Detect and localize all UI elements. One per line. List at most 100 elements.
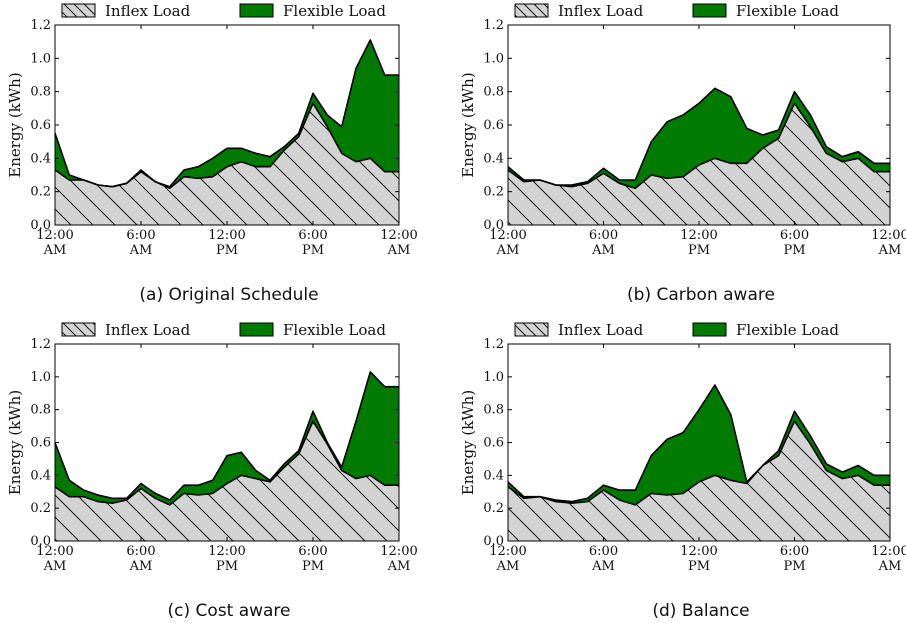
panel1-ytick-label: 0.4 xyxy=(30,151,51,166)
panel4-legend-flexible-label: Flexible Load xyxy=(736,321,839,339)
panel1-caption: (a) Original Schedule xyxy=(139,285,318,305)
panel1-xtick-sublabel: PM xyxy=(302,243,324,258)
panel2-xtick-sublabel: PM xyxy=(783,243,805,258)
panel4-xtick-label: 12:00 xyxy=(680,544,717,559)
panel1-xtick-label: 6:00 xyxy=(126,228,155,243)
panel3: 0.00.20.40.60.81.01.212:00AM6:00AM12:00P… xyxy=(6,321,418,621)
panel4-ylabel: Energy (kWh) xyxy=(459,390,477,495)
panel2-ytick-label: 1.2 xyxy=(483,18,504,33)
panel2-xtick-sublabel: AM xyxy=(591,243,615,258)
panel1-ytick-label: 0.8 xyxy=(30,85,51,100)
panel2-xtick-sublabel: PM xyxy=(688,243,710,258)
panel1-total-line xyxy=(54,39,399,188)
panel3-xtick-label: 12:00 xyxy=(208,544,245,559)
panel1-xtick-sublabel: AM xyxy=(387,243,411,258)
panel4-caption: (d) Balance xyxy=(652,601,749,621)
panel2-xtick-label: 12:00 xyxy=(489,228,526,243)
panel2-xtick-label: 6:00 xyxy=(780,228,809,243)
panel3-total-line xyxy=(54,371,399,501)
panel3-ytick-label: 1.0 xyxy=(30,370,51,385)
panel2-ytick-label: 0.0 xyxy=(483,218,504,233)
panel4-legend-flexible-swatch xyxy=(692,322,727,337)
panel1-ytick-label: 0.6 xyxy=(30,118,51,133)
panel4-xtick-label: 12:00 xyxy=(489,544,526,559)
panel3-ytick-label: 1.2 xyxy=(30,337,51,352)
panel2-legend-flexible-swatch xyxy=(692,3,727,18)
panel3-ytick-label: 0.0 xyxy=(30,534,51,549)
panel3-legend-flexible-swatch xyxy=(239,322,274,337)
panel3-xtick-sublabel: PM xyxy=(302,559,324,574)
panel1-ylabel: Energy (kWh) xyxy=(6,72,24,177)
panel4-legend-inflex-swatch xyxy=(514,322,549,337)
panel4-ytick-label: 0.2 xyxy=(483,501,504,516)
panel3-xtick-label: 12:00 xyxy=(36,544,73,559)
panel2-xtick-sublabel: AM xyxy=(878,243,902,258)
panel3-xtick-label: 6:00 xyxy=(126,544,155,559)
panel3-ytick-label: 0.8 xyxy=(30,403,51,418)
panel3-ylabel: Energy (kWh) xyxy=(6,390,24,495)
panel3-xtick-sublabel: AM xyxy=(387,559,411,574)
panel1-legend-flexible-swatch xyxy=(239,3,274,18)
panel4: 0.00.20.40.60.81.01.212:00AM6:00AM12:00P… xyxy=(459,321,906,621)
panel2-legend-flexible-label: Flexible Load xyxy=(736,2,839,20)
panel2-legend-inflex-label: Inflex Load xyxy=(558,2,644,20)
panel3-xtick-sublabel: AM xyxy=(43,559,67,574)
panel3-legend-inflex-label: Inflex Load xyxy=(105,321,191,339)
panel1-xtick-label: 12:00 xyxy=(380,228,417,243)
panel2-ytick-label: 0.4 xyxy=(483,151,504,166)
panel4-ytick-label: 0.8 xyxy=(483,403,504,418)
panel4-xtick-label: 6:00 xyxy=(780,544,809,559)
panel1-legend-flexible-label: Flexible Load xyxy=(283,2,386,20)
panel4-inflex-line xyxy=(507,420,890,506)
panel3-inflex-line xyxy=(54,420,399,506)
panel4-ytick-label: 1.0 xyxy=(483,370,504,385)
panel4-total-line xyxy=(507,384,890,503)
panel3-ytick-label: 0.2 xyxy=(30,501,51,516)
panel1-flexible-area xyxy=(55,40,399,189)
panel2-ytick-label: 0.2 xyxy=(483,185,504,200)
panel1-ytick-label: 0.2 xyxy=(30,185,51,200)
panel1-ytick-label: 0.0 xyxy=(30,218,51,233)
panel4-ytick-label: 0.6 xyxy=(483,436,504,451)
panel1-legend-inflex-label: Inflex Load xyxy=(105,2,191,20)
panel1-xtick-sublabel: PM xyxy=(216,243,238,258)
panel4-ytick-label: 0.4 xyxy=(483,468,504,483)
panel3-flexible-area xyxy=(55,371,399,505)
panel4-xtick-sublabel: AM xyxy=(496,559,520,574)
panel2-flexible-area xyxy=(508,88,890,189)
panel3-xtick-sublabel: PM xyxy=(216,559,238,574)
panel2-xtick-label: 12:00 xyxy=(871,228,906,243)
panel2-ytick-label: 1.0 xyxy=(483,51,504,66)
panel2-ytick-label: 0.6 xyxy=(483,118,504,133)
panel3-ytick-label: 0.6 xyxy=(30,436,51,451)
panel4-ytick-label: 0.0 xyxy=(483,534,504,549)
panel1-xtick-label: 12:00 xyxy=(208,228,245,243)
panel3-legend-flexible-label: Flexible Load xyxy=(283,321,386,339)
panel3-xtick-sublabel: AM xyxy=(129,559,153,574)
panel2-xtick-label: 6:00 xyxy=(589,228,618,243)
panel4-inflex-area xyxy=(508,421,890,541)
panel3-ytick-label: 0.4 xyxy=(30,468,51,483)
panel1-xtick-sublabel: AM xyxy=(129,243,153,258)
panel4-legend-inflex-label: Inflex Load xyxy=(558,321,644,339)
panel1-legend-inflex-swatch xyxy=(61,3,96,18)
panel2-ytick-label: 0.8 xyxy=(483,85,504,100)
panel2-total-line xyxy=(507,87,890,186)
panel1-ytick-label: 1.2 xyxy=(30,18,51,33)
panel2-inflex-line xyxy=(507,102,890,190)
panel2-inflex-area xyxy=(508,103,890,225)
panel4-xtick-sublabel: PM xyxy=(688,559,710,574)
panel4-ytick-label: 1.2 xyxy=(483,337,504,352)
panel4-xtick-label: 12:00 xyxy=(871,544,906,559)
panel3-inflex-area xyxy=(55,421,399,541)
panel4-xtick-sublabel: AM xyxy=(878,559,902,574)
panel1: 0.00.20.40.60.81.01.212:00AM6:00AM12:00P… xyxy=(6,2,418,305)
panel3-legend-inflex-swatch xyxy=(61,322,96,337)
panel2-ylabel: Energy (kWh) xyxy=(459,72,477,177)
panel1-inflex-area xyxy=(55,103,399,225)
panel4-xtick-sublabel: PM xyxy=(783,559,805,574)
panel2-caption: (b) Carbon aware xyxy=(627,285,775,305)
panel2-xtick-sublabel: AM xyxy=(496,243,520,258)
panel1-ytick-label: 1.0 xyxy=(30,51,51,66)
